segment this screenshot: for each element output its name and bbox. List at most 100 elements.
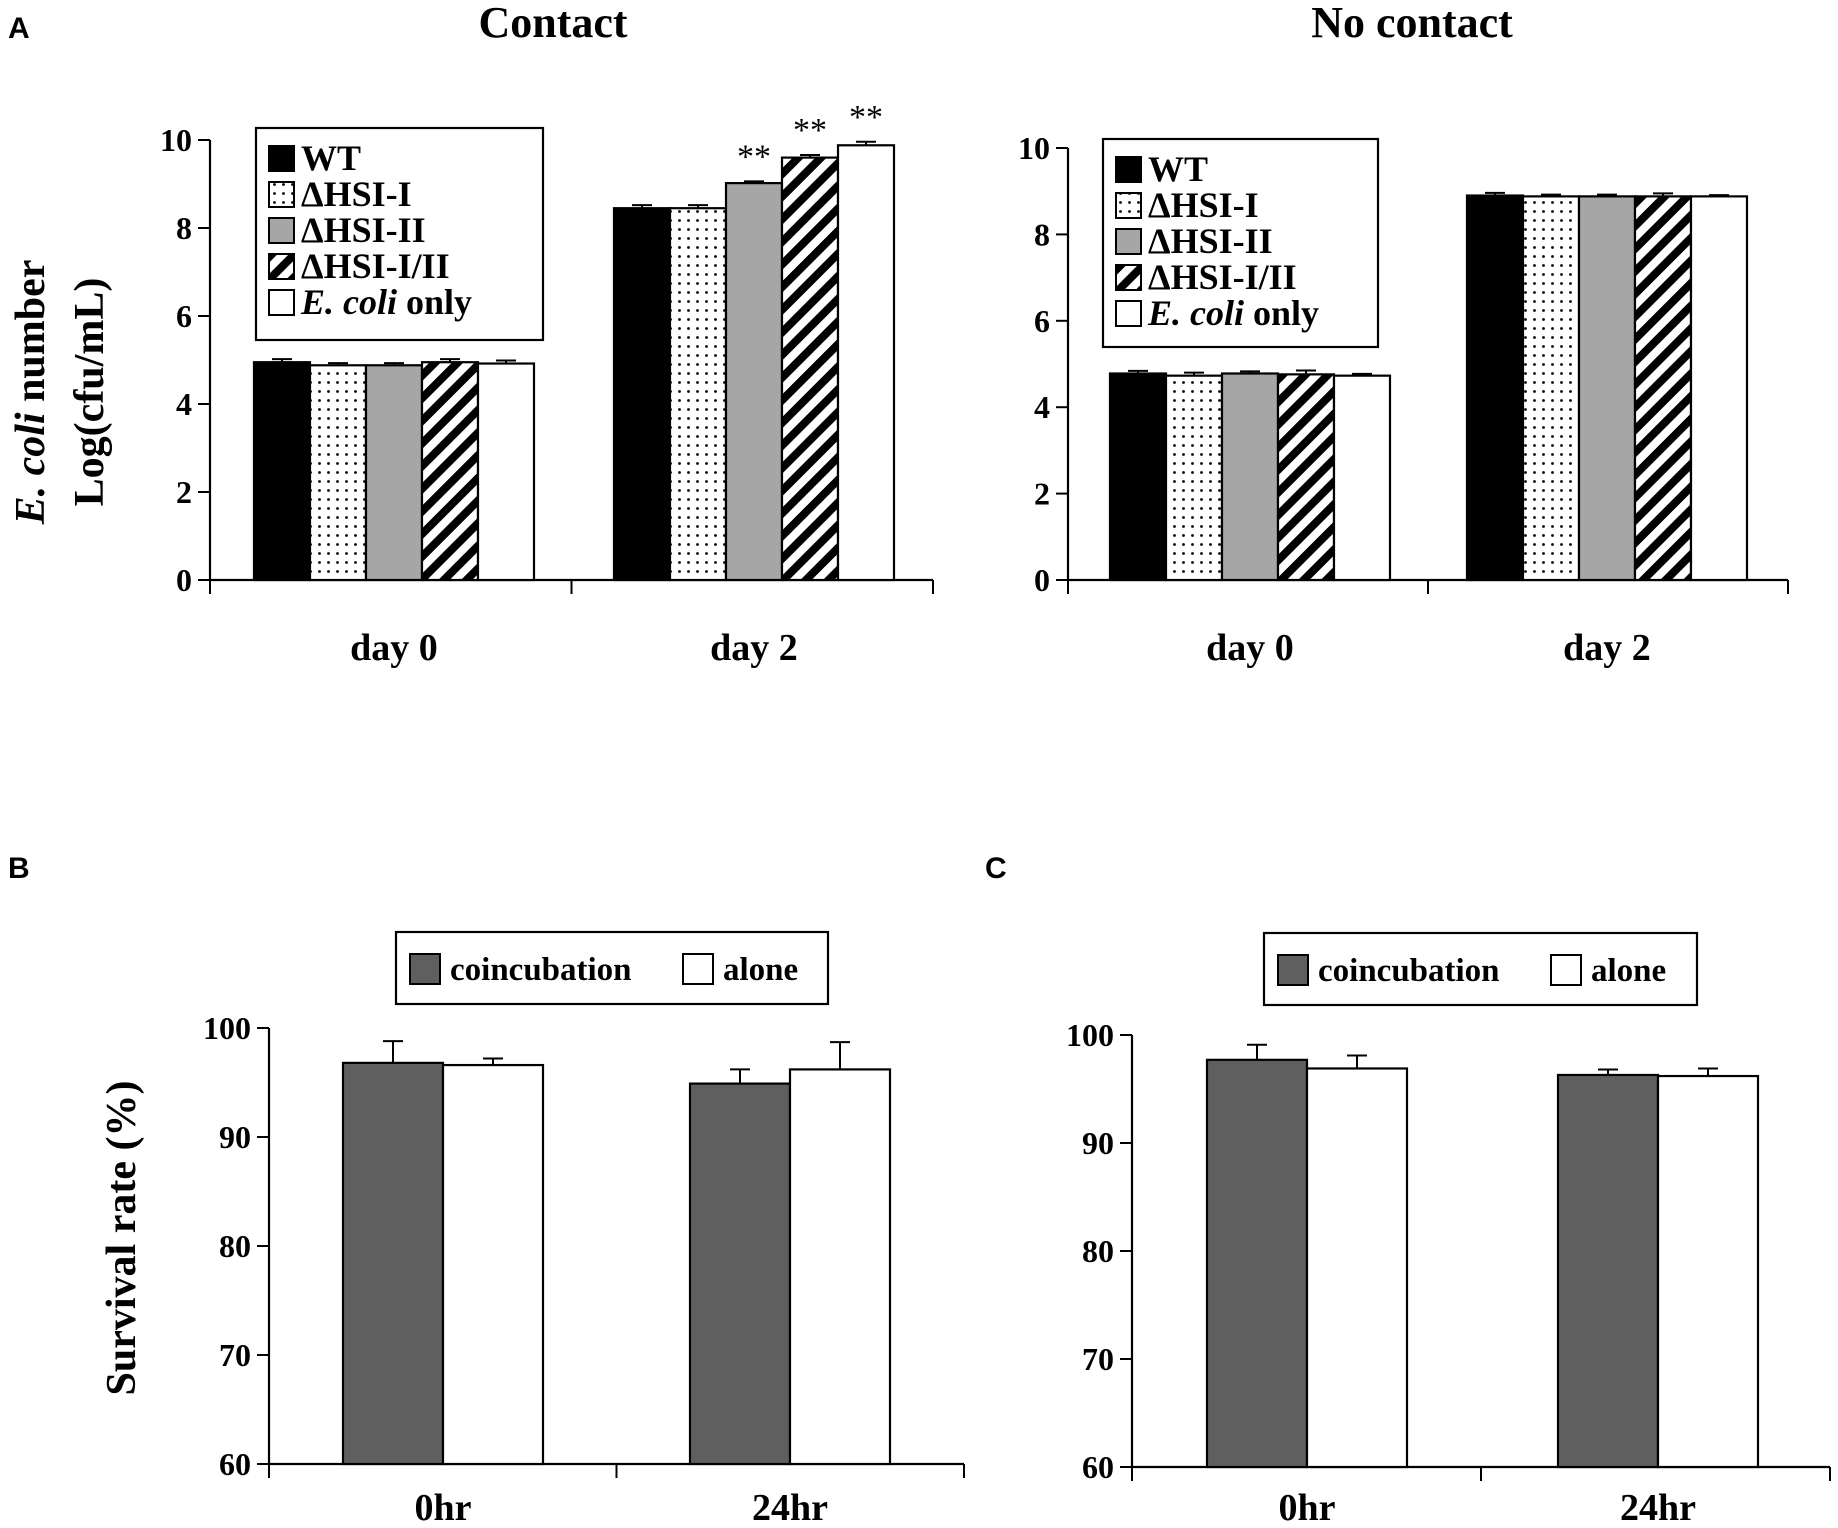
y-tick-label: 6 <box>176 298 192 334</box>
legend-label: coincubation <box>450 952 632 988</box>
significance-marker: ** <box>849 99 883 136</box>
y-tick-label: 80 <box>219 1228 251 1264</box>
chart-survival-c: 60 70 80 90 100 0hr 24hr coincubation alone <box>1066 931 1831 1528</box>
legend-label: coincubation <box>1318 953 1500 989</box>
legend-label: E. coli only <box>300 282 472 322</box>
y-tick-label: 80 <box>1082 1233 1114 1269</box>
legend-label: alone <box>723 952 798 988</box>
chart-survival-b: 60 70 80 90 100 0hr 24hr coincubation alone <box>203 930 965 1528</box>
legend-label: E. coli only <box>1147 293 1319 333</box>
y-tick-label: 10 <box>160 122 192 158</box>
legend-swatch <box>1115 228 1142 255</box>
legend-swatch <box>268 181 295 208</box>
bar <box>1276 373 1336 582</box>
y-tick-label: 90 <box>219 1119 251 1155</box>
chart-title-no-contact: No contact <box>1311 0 1513 47</box>
bar <box>341 1061 445 1466</box>
y-tick-label: 10 <box>1018 130 1050 166</box>
y-tick-label: 70 <box>219 1337 251 1373</box>
legend-swatch <box>1277 954 1309 986</box>
legend-label: ΔHSI-I <box>1148 185 1259 225</box>
bar <box>252 361 312 582</box>
y-axis-label-line1: E. coli number <box>8 260 54 526</box>
bar <box>724 182 784 582</box>
bar <box>1689 195 1749 582</box>
legend-label: alone <box>1591 953 1666 989</box>
bar <box>1164 374 1224 582</box>
x-category-label: day 0 <box>1206 627 1294 669</box>
bar <box>364 364 424 582</box>
panel-label-a: A <box>8 12 30 45</box>
bar <box>1305 1067 1409 1469</box>
legend-swatch <box>268 253 295 280</box>
bar <box>1220 372 1280 582</box>
panel-label-c: C <box>985 852 1007 885</box>
y-tick-label: 60 <box>1082 1449 1114 1485</box>
y-tick-label: 2 <box>1034 476 1050 512</box>
legend-swatch <box>1115 156 1142 183</box>
y-tick-label: 100 <box>203 1010 251 1046</box>
bar <box>1205 1058 1309 1469</box>
legend-label: WT <box>1148 149 1208 189</box>
y-axis-label-survival: Survival rate (%) <box>99 1081 145 1396</box>
bar <box>1656 1074 1760 1469</box>
y-tick-label: 6 <box>1034 303 1050 339</box>
legend-swatch <box>268 289 295 316</box>
legend-box <box>1101 137 1380 349</box>
y-tick-label: 0 <box>1034 562 1050 598</box>
y-tick-label: 60 <box>219 1446 251 1482</box>
y-axis-label-line2: Log(cfu/mL) <box>67 278 113 507</box>
bar <box>1332 374 1392 582</box>
y-tick-label: 0 <box>176 562 192 598</box>
bar <box>1577 195 1637 582</box>
legend-label: ΔHSI-I/II <box>1148 257 1297 297</box>
bar <box>688 1082 792 1466</box>
x-category-label: 0hr <box>415 1487 472 1528</box>
legend-swatch <box>1115 192 1142 219</box>
bar <box>836 144 896 582</box>
bar <box>1633 195 1693 582</box>
bar <box>1108 372 1168 582</box>
bar <box>788 1068 892 1466</box>
y-tick-label: 4 <box>1034 389 1050 425</box>
y-tick-label: 4 <box>176 386 192 422</box>
legend-label: ΔHSI-II <box>301 210 426 250</box>
legend-label: ΔHSI-I/II <box>301 246 450 286</box>
y-tick-label: 100 <box>1066 1017 1114 1053</box>
panel-label-b: B <box>8 852 30 885</box>
chart-contact: 0 2 4 6 8 10 day 0 day 2 ** ** ** WTΔHSI-IΔHSI-IIΔH… <box>160 99 934 669</box>
y-tick-label: 90 <box>1082 1125 1114 1161</box>
bar <box>1521 195 1581 582</box>
legend-box <box>254 126 545 342</box>
bar <box>441 1063 545 1466</box>
x-category-label: day 2 <box>710 627 798 669</box>
legend-swatch <box>268 145 295 172</box>
bar <box>1556 1073 1660 1469</box>
legend-swatch <box>1550 954 1582 986</box>
legend-label: WT <box>301 138 361 178</box>
chart-title-contact: Contact <box>478 0 627 47</box>
legend-label: ΔHSI-I <box>301 174 412 214</box>
bar <box>308 364 368 582</box>
bar <box>612 207 672 582</box>
legend-swatch <box>409 953 441 985</box>
x-category-label: 24hr <box>752 1487 828 1528</box>
significance-marker: ** <box>737 138 771 175</box>
x-category-label: day 0 <box>350 627 438 669</box>
legend-box <box>1262 931 1699 1007</box>
bar <box>1465 194 1525 582</box>
legend-swatch <box>1115 300 1142 327</box>
legend-label: ΔHSI-II <box>1148 221 1273 261</box>
legend-swatch <box>1115 264 1142 291</box>
x-category-label: 24hr <box>1620 1487 1696 1528</box>
chart-no-contact: 0 2 4 6 8 10 day 0 day 2 WTΔHSI-IΔHSI-IIΔHSI-I/I… <box>1018 130 1789 669</box>
y-tick-label: 8 <box>176 210 192 246</box>
bar <box>420 361 480 582</box>
legend-box <box>394 930 830 1006</box>
y-tick-label: 2 <box>176 474 192 510</box>
bar <box>780 156 840 582</box>
significance-marker: ** <box>793 112 827 149</box>
y-tick-label: 8 <box>1034 216 1050 252</box>
bar <box>668 207 728 582</box>
